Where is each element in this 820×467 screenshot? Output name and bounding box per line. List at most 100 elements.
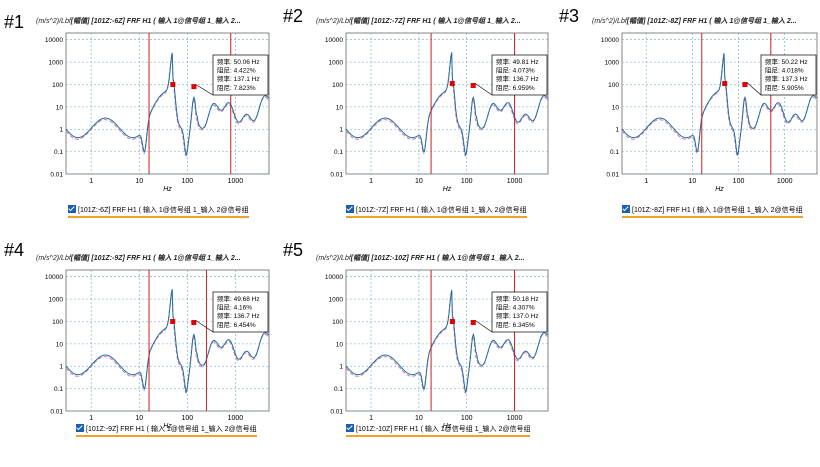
x-tick-label: 1 [369,178,373,185]
info-text: 阻尼: 5.905% [765,83,804,92]
legend-label: [101Z:-9Z] FRF H1 ( 输入 1@信号组 1_输入 2@信号组 [86,426,257,433]
x-axis-label: Hz [715,186,724,193]
chart-title: (m/s^2)/Lbf[幅值] [101Z:-8Z] FRF H1 ( 输入 1… [592,16,820,26]
peak-marker[interactable] [470,83,476,89]
y-tick-label: 10 [336,341,344,348]
info-text: 频率: 137.0 Hz [496,311,539,320]
info-text: 频率: 136.7 Hz [496,74,539,83]
y-tick-label: 1000 [329,60,344,67]
x-tick-label: 100 [461,415,473,422]
legend-underline [622,216,803,218]
legend-entry[interactable]: [101Z:-6Z] FRF H1 ( 输入 1@信号组 1_输入 2@信号组 [68,205,249,218]
info-text: 阻尼: 4.018% [765,66,804,75]
chart-plot: 1 10 100 1000 10000 1000 100 10 1 0.1 0.01 Hz 频率: 49… [325,32,549,193]
peak-marker[interactable] [722,81,728,87]
legend-underline [346,216,527,218]
info-text: 频率: 49.81 Hz [496,57,539,66]
legend-entry[interactable]: [101Z:-10Z] FRF H1 ( 输入 1@信号组 1_输入 2@信号组 [346,424,531,437]
legend-entry[interactable]: [101Z:-8Z] FRF H1 ( 输入 1@信号组 1_输入 2@信号组 [622,205,803,218]
y-tick-label: 0.1 [334,386,343,393]
info-text: 频率: 50.18 Hz [496,294,539,303]
info-leader [195,320,214,333]
x-tick-label: 100 [733,178,745,185]
legend-entry[interactable]: [101Z:-9Z] FRF H1 ( 输入 1@信号组 1_输入 2@信号组 [76,424,257,437]
checkbox-icon[interactable] [346,424,354,432]
peak-marker[interactable] [191,84,197,90]
peak-marker[interactable] [449,318,455,324]
info-text: 频率: 136.7 Hz [217,311,260,320]
y-tick-label: 0.01 [50,409,63,416]
info-box[interactable] [491,54,548,96]
x-tick-label: 1 [89,178,93,185]
checkbox-icon[interactable] [68,205,76,213]
chart-plot: 1 10 100 1000 10000 1000 100 10 1 0.1 0.01 Hz 频率: 49… [45,269,270,430]
x-axis-label: Hz [443,186,452,193]
plot-frame [65,32,270,175]
y-tick-label: 100 [332,82,343,89]
title-units: (m/s^2)/Lbf [36,255,71,262]
checkbox-icon[interactable] [76,424,84,432]
info-text: 频率: 137.3 Hz [765,74,808,83]
x-axis-label: Hz [163,423,172,430]
title-main: [幅值] [101Z:-7Z] FRF H1 ( 输入 1@信号组 1_输入 2… [350,18,521,25]
chart-label: #1 [4,12,25,32]
plot-frame [345,32,549,175]
title-main: [幅值] [101Z:-10Z] FRF H1 ( 输入 1@信号组 1_输入 … [350,255,525,262]
checkbox-icon[interactable] [622,205,630,213]
peak-marker[interactable] [742,81,748,87]
peak-marker[interactable] [470,320,476,326]
x-tick-label: 100 [461,178,473,185]
x-tick-label: 1 [644,178,648,185]
y-tick-label: 0.1 [334,149,343,156]
peak-marker[interactable] [170,318,176,324]
info-box[interactable] [760,54,817,96]
info-box[interactable] [212,54,269,96]
y-tick-label: 100 [332,319,343,326]
title-units: (m/s^2)/Lbf [316,255,351,262]
x-tick-label: 10 [688,178,696,185]
x-tick-label: 1000 [228,178,244,185]
x-tick-label: 1 [89,415,93,422]
x-tick-label: 1000 [507,178,523,185]
y-tick-label: 1 [339,127,343,134]
legend-label: [101Z:-10Z] FRF H1 ( 输入 1@信号组 1_输入 2@信号组 [356,426,531,433]
y-tick-label: 10000 [325,274,343,281]
x-tick-label: 10 [415,178,423,185]
info-box[interactable] [491,291,548,333]
legend-underline [68,216,249,218]
info-box[interactable] [212,291,269,333]
checkbox-icon[interactable] [346,205,354,213]
info-text: 阻尼: 7.823% [217,83,256,92]
frf-curve [621,53,818,157]
peak-marker[interactable] [170,81,176,87]
x-tick-label: 1000 [228,415,244,422]
y-tick-label: 10000 [601,37,619,44]
y-tick-label: 10 [56,341,64,348]
y-tick-label: 100 [52,319,63,326]
info-text: 频率: 50.06 Hz [217,57,260,66]
info-text: 频率: 50.22 Hz [765,57,808,66]
chart-title: (m/s^2)/Lbf[幅值] [101Z:-6Z] FRF H1 ( 输入 1… [36,16,277,26]
y-tick-label: 1 [339,364,343,371]
title-main: [幅值] [101Z:-8Z] FRF H1 ( 输入 1@信号组 1_输入 2… [626,18,797,25]
chart-title: (m/s^2)/Lbf[幅值] [101Z:-7Z] FRF H1 ( 输入 1… [316,16,556,26]
x-tick-label: 10 [135,415,143,422]
title-units: (m/s^2)/Lbf [592,18,627,25]
x-tick-label: 100 [181,178,193,185]
info-text: 阻尼: 6.959% [496,83,535,92]
y-tick-label: 1000 [605,60,620,67]
chart-label: #3 [559,6,580,26]
legend-entry[interactable]: [101Z:-7Z] FRF H1 ( 输入 1@信号组 1_输入 2@信号组 [346,205,527,218]
title-main: [幅值] [101Z:-6Z] FRF H1 ( 输入 1@信号组 1_输入 2… [70,18,241,25]
peak-marker[interactable] [191,320,197,326]
chart-plot: 1 10 100 1000 10000 1000 100 10 1 0.1 0.01 Hz 频率: 50… [45,32,270,193]
title-units: (m/s^2)/Lbf [316,18,351,25]
frf-curve [65,52,270,157]
x-axis-label: Hz [163,186,172,193]
legend-label: [101Z:-8Z] FRF H1 ( 输入 1@信号组 1_输入 2@信号组 [632,207,803,214]
info-text: 阻尼: 6.345% [496,320,535,329]
chart-title: (m/s^2)/Lbf[幅值] [101Z:-9Z] FRF H1 ( 输入 1… [36,253,277,263]
x-tick-label: 10 [135,178,143,185]
peak-marker[interactable] [449,81,455,87]
info-text: 阻尼: 4.073% [496,66,535,75]
